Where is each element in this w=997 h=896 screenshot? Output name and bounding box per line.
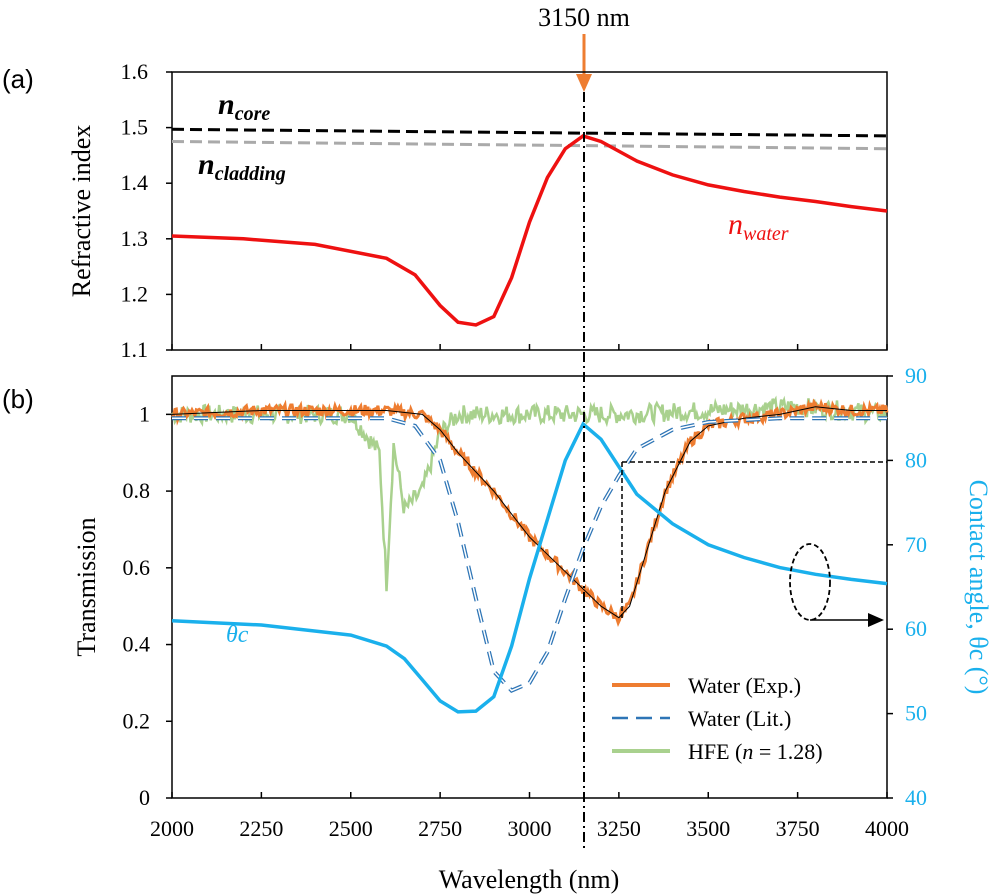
y-tick-label-b: 0.8 — [123, 478, 151, 503]
y-tick-label-b: 1 — [139, 401, 150, 426]
series-line-n_cladding — [171, 140, 888, 151]
legend-label-lit: Water (Lit.) — [688, 706, 791, 731]
x-tick-label: 2500 — [329, 816, 373, 841]
y-tick-label-b: 0.6 — [123, 555, 151, 580]
y-tick-label-right: 90 — [905, 363, 927, 388]
y-tick-label-right: 80 — [905, 447, 927, 472]
label-n-cladding: ncladding — [198, 148, 286, 185]
series-line-theta-c — [171, 421, 888, 714]
series-line-water-lit-inner — [172, 417, 887, 692]
x-tick-label: 4000 — [865, 816, 909, 841]
y-tick-label-a: 1.2 — [121, 281, 149, 306]
y-tick-label-b: 0 — [139, 785, 150, 810]
legend-label-exp: Water (Exp.) — [688, 673, 801, 698]
x-tick-label: 2750 — [418, 816, 462, 841]
series-line-hfe — [171, 395, 888, 592]
series-line-water-exp-mean — [171, 406, 887, 619]
y-tick-label-right: 50 — [905, 701, 927, 726]
y-axis-title-right: Contact angle, θc (°) — [964, 480, 993, 695]
series-b — [171, 395, 889, 714]
label-theta-c: θc — [226, 622, 249, 648]
construction-lines — [621, 461, 887, 618]
plot-frame-b — [171, 375, 888, 799]
x-tick-label: 2000 — [150, 816, 194, 841]
right-axis-indicator — [789, 543, 884, 627]
series-a — [171, 127, 888, 327]
panel-label-a: (a) — [2, 64, 34, 94]
ticks-right: 40 50 60 70 80 90 — [887, 363, 927, 810]
series-line-water-lit-outer — [172, 416, 887, 693]
y-tick-label-right: 40 — [905, 785, 927, 810]
y-tick-label-right: 60 — [905, 616, 927, 641]
panel-label-b: (b) — [2, 384, 34, 414]
x-tick-label: 3000 — [508, 816, 552, 841]
y-tick-label-a: 1.3 — [121, 226, 149, 251]
series-line-water-exp — [171, 398, 889, 627]
ticks-x: 2000 2250 2500 2750 3000 3250 3500 3750 4000 — [150, 344, 909, 841]
series-line-n_water — [171, 133, 888, 327]
y-tick-label-a: 1.4 — [121, 170, 149, 195]
y-tick-label-right: 70 — [905, 532, 927, 557]
y-tick-label-b: 0.4 — [123, 632, 151, 657]
label-n-core: ncore — [218, 88, 270, 125]
y-tick-label-b: 0.2 — [123, 708, 151, 733]
x-tick-label: 3500 — [686, 816, 730, 841]
y-tick-label-a: 1.5 — [121, 115, 149, 140]
legend: Water (Exp.) Water (Lit.) HFE (n = 1.28) — [612, 673, 823, 764]
plot-frame-a — [171, 71, 888, 351]
label-n-water: nwater — [728, 208, 789, 245]
ticks-a: 1.1 1.2 1.3 1.4 1.5 1.6 — [121, 59, 172, 362]
ticks-b: 0 0.2 0.4 0.6 0.8 1 — [123, 401, 172, 810]
y-axis-title-b: Transmission — [72, 517, 101, 656]
x-axis-title: Wavelength (nm) — [439, 865, 620, 894]
annotation-arrow — [576, 34, 592, 92]
y-tick-label-a: 1.6 — [121, 59, 149, 84]
x-tick-label: 3750 — [776, 816, 820, 841]
x-tick-label: 3250 — [597, 816, 641, 841]
series-line-n_core — [171, 127, 888, 138]
y-axis-title-a: Refractive index — [67, 125, 96, 298]
annotation-3150: 3150 nm — [538, 3, 630, 32]
x-tick-label: 2250 — [239, 816, 283, 841]
y-tick-label-a: 1.1 — [121, 337, 149, 362]
legend-label-hfe: HFE (n = 1.28) — [688, 739, 823, 764]
